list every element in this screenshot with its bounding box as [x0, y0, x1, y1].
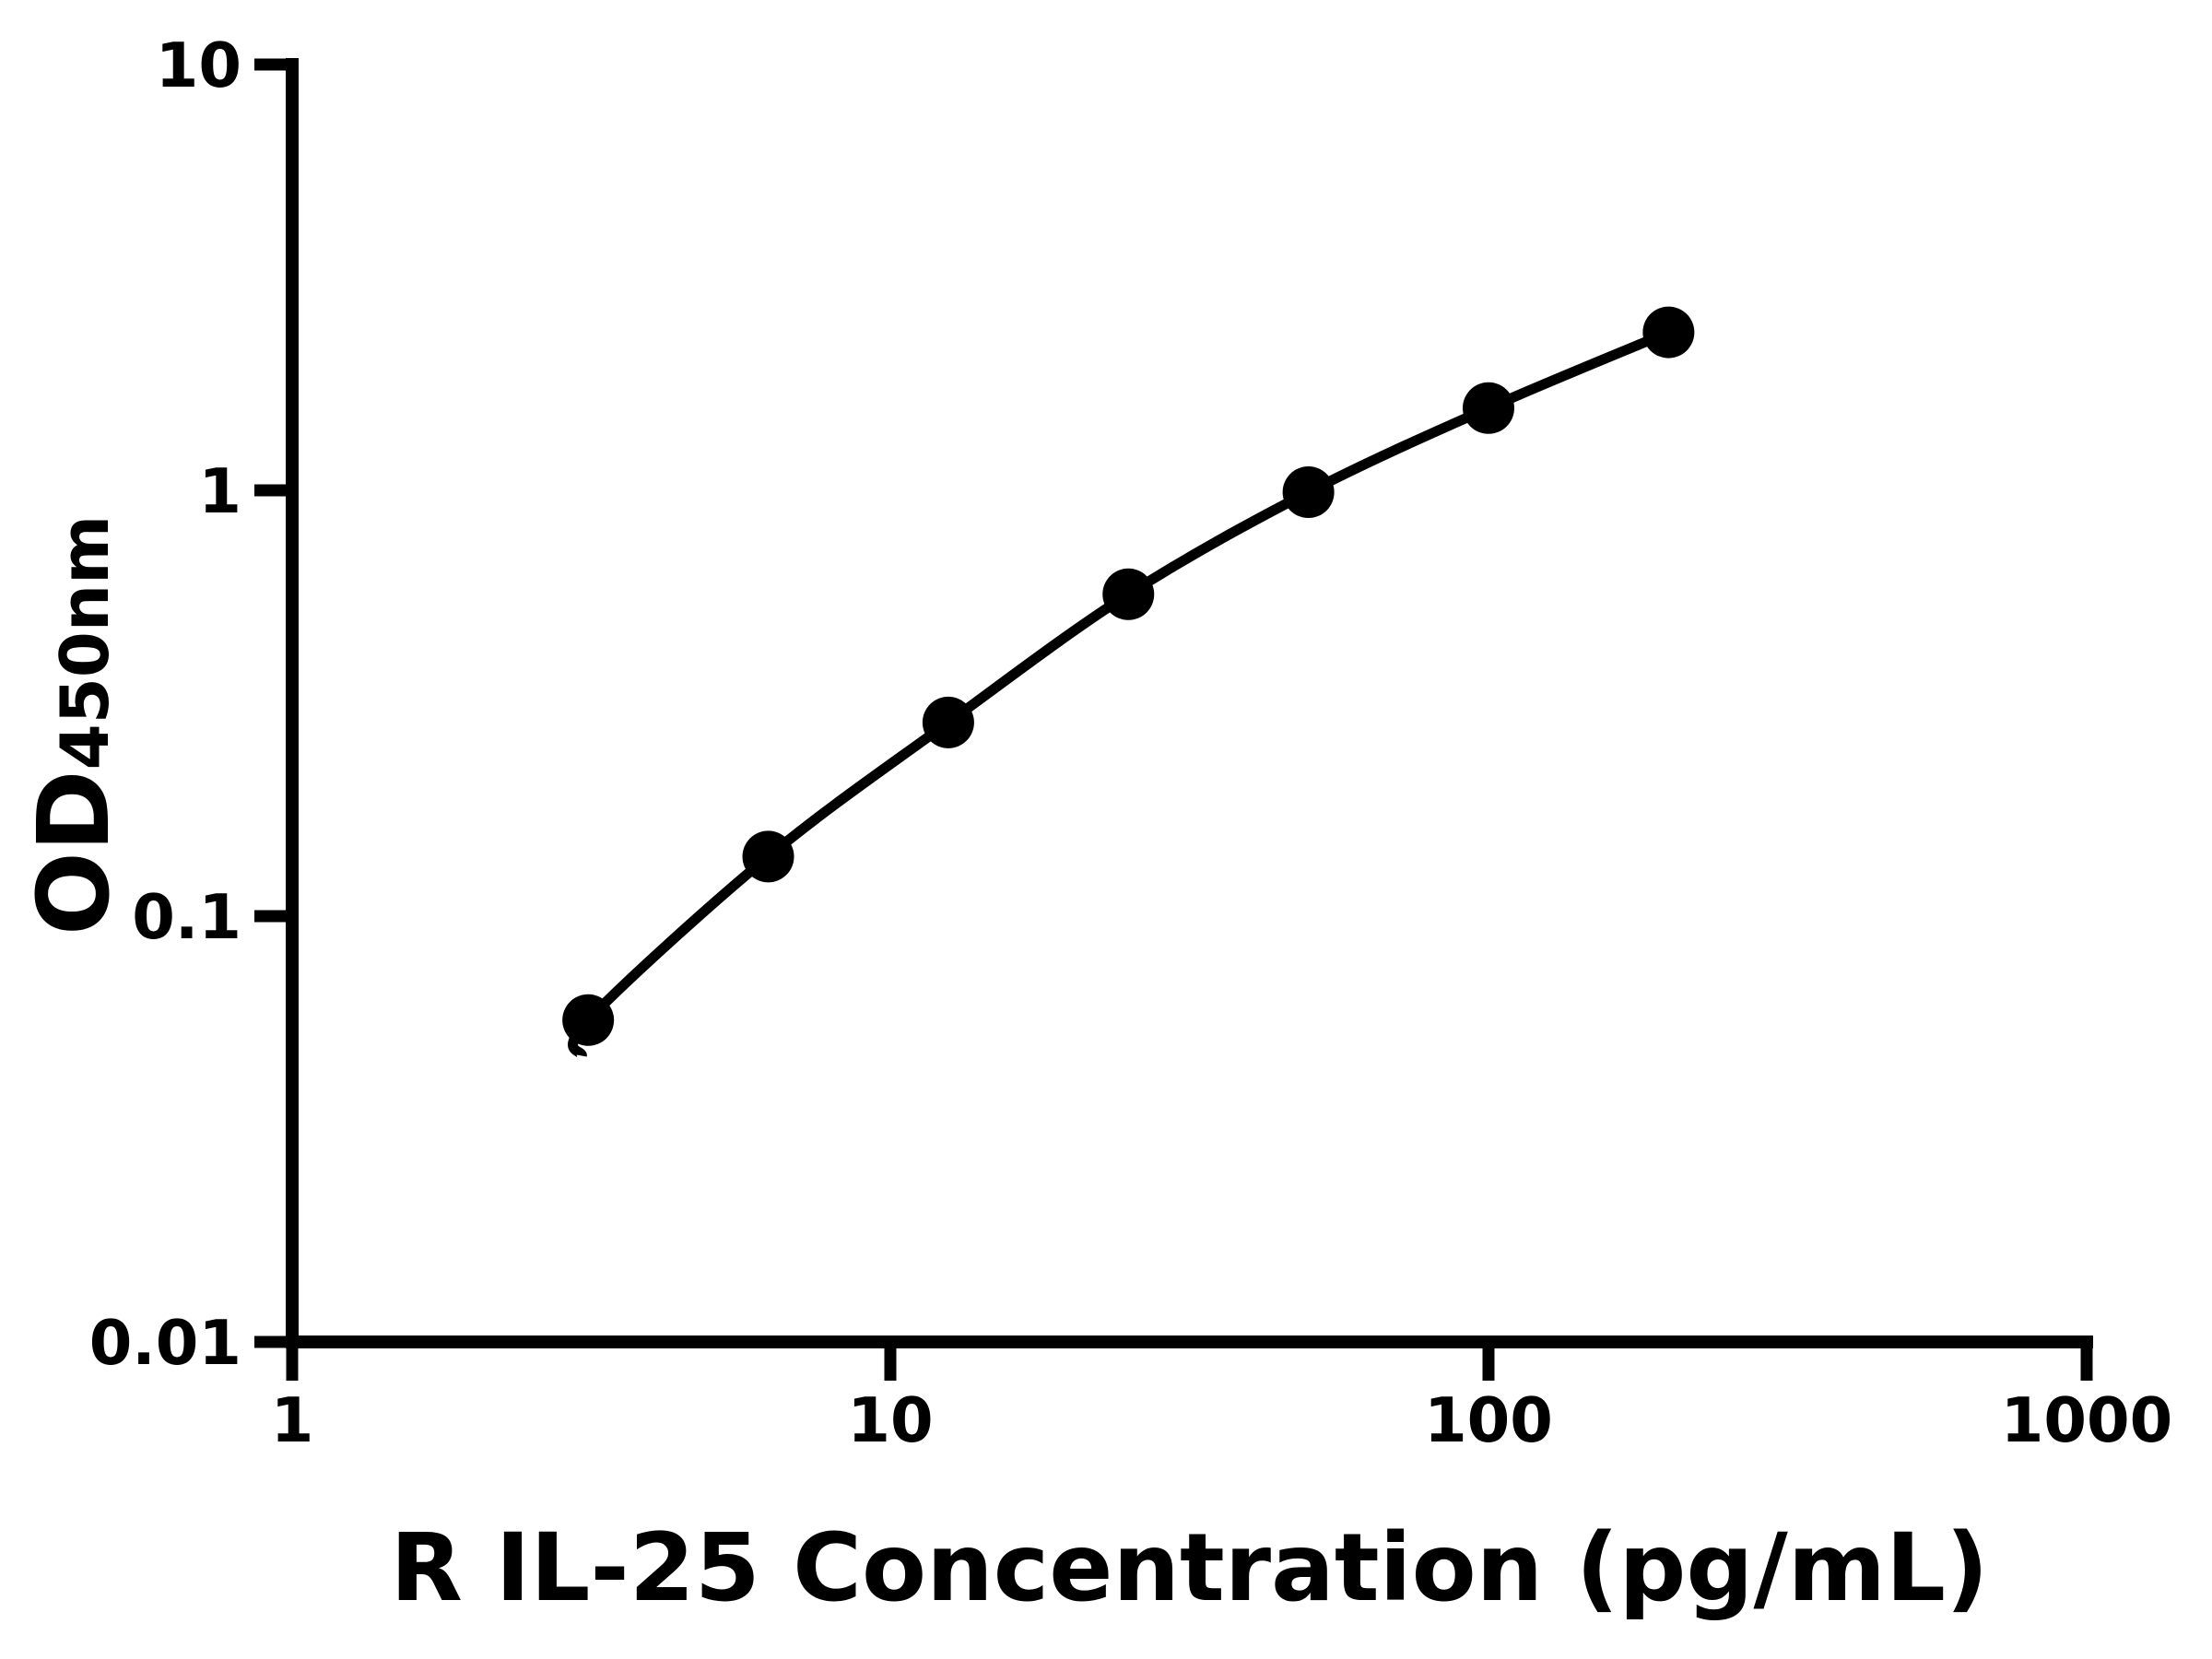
data-point-marker — [1642, 306, 1695, 359]
data-point-marker — [1102, 568, 1155, 620]
x-tick-label-1000: 1000 — [2001, 1384, 2172, 1456]
x-axis-title: R IL-25 Concentration (pg/mL) — [390, 1513, 1989, 1623]
y-axis-title: OD450nm — [18, 515, 132, 935]
y-tick-label-0.1: 0.1 — [132, 881, 241, 953]
data-point-marker — [562, 994, 615, 1046]
data-point-marker — [922, 696, 974, 748]
data-point-marker — [742, 830, 794, 883]
standard-curve-line — [568, 327, 1671, 1059]
y-tick-label-0.01: 0.01 — [89, 1307, 241, 1379]
y-axis-title-subscript: 450nm — [46, 514, 124, 771]
y-tick-label-1: 1 — [198, 455, 241, 527]
y-axis-title-main: OD — [18, 770, 132, 936]
x-tick-label-1: 1 — [271, 1384, 314, 1456]
x-tick-label-100: 100 — [1424, 1384, 1553, 1456]
data-point-marker — [1282, 466, 1335, 519]
y-tick-label-10: 10 — [156, 29, 241, 101]
x-tick-label-10: 10 — [847, 1384, 933, 1456]
data-point-marker — [1463, 382, 1514, 434]
